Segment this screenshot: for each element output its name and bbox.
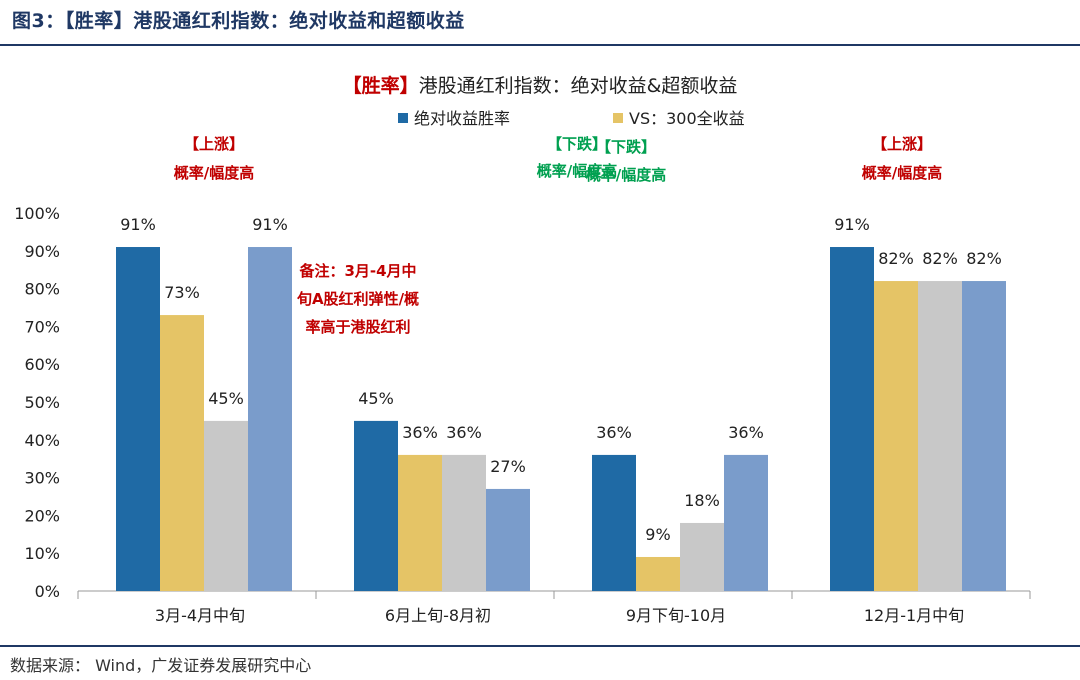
data-label-s0-c3: 91% [834, 215, 870, 234]
bar-s1-c2 [636, 556, 680, 591]
bar-s1-c1 [398, 454, 442, 591]
data-label-s3-c0: 91% [252, 215, 288, 234]
y-tick-label-7: 70% [24, 317, 60, 336]
bar-s2-c3 [918, 281, 962, 591]
legend-label-1: VS：300全收益 [629, 109, 745, 128]
y-tick-label-5: 50% [24, 393, 60, 412]
y-tick-label-4: 40% [24, 431, 60, 450]
data-label-s1-c3: 82% [878, 249, 914, 268]
x-category-label-2: 9月下旬-10月 [626, 606, 726, 625]
bottom-rule [0, 645, 1080, 647]
bar-s2-c0 [204, 420, 248, 591]
annotation-desc-2: 概率/幅度高 [586, 166, 666, 184]
y-tick-label-3: 30% [24, 469, 60, 488]
data-label-s3-c2: 36% [728, 423, 764, 442]
chart-title-group: 【胜率】港股通红利指数：绝对收益&超额收益 [343, 74, 738, 97]
data-label-s3-c3: 82% [966, 249, 1002, 268]
x-category-label-0: 3月-4月中旬 [155, 606, 245, 625]
chart-title: 【胜率】港股通红利指数：绝对收益&超额收益 [343, 74, 738, 97]
bar-s2-c1 [442, 454, 486, 591]
note-line-2: 率高于港股红利 [305, 318, 410, 336]
y-tick-label-2: 20% [24, 506, 60, 525]
data-label-s2-c2: 18% [684, 491, 720, 510]
bar-s1-c0 [160, 315, 204, 591]
legend: 绝对收益胜率 VS：300全收益 [398, 109, 745, 128]
bar-s0-c1 [354, 420, 398, 591]
bar-s3-c3 [962, 281, 1006, 591]
figure-caption: 图3：【胜率】港股通红利指数：绝对收益和超额收益 [12, 10, 465, 32]
annotations: 【上涨】概率/幅度高【下跌】概率/幅度高【下跌】概率/幅度高【上涨】概率/幅度高 [174, 135, 942, 184]
chart: 【胜率】港股通红利指数：绝对收益&超额收益 绝对收益胜率 VS：300全收益 【上… [14, 74, 1031, 625]
legend-swatch-1 [613, 113, 623, 123]
annotation-desc-3: 概率/幅度高 [862, 164, 942, 182]
bar-s3-c0 [248, 247, 292, 591]
annotation-tag-2: 【下跌】 [596, 138, 656, 156]
legend-label-0: 绝对收益胜率 [414, 109, 510, 128]
y-tick-label-1: 10% [24, 544, 60, 563]
data-label-s1-c0: 73% [164, 283, 200, 302]
data-label-s3-c1: 27% [490, 457, 526, 476]
annotation-tag-0: 【上涨】 [184, 135, 244, 153]
data-label-s2-c3: 82% [922, 249, 958, 268]
bars [116, 247, 1006, 591]
annotation-tag-3: 【上涨】 [872, 135, 932, 153]
data-label-s1-c1: 36% [402, 423, 438, 442]
data-label-s0-c2: 36% [596, 423, 632, 442]
y-tick-label-10: 100% [14, 204, 60, 223]
y-tick-label-6: 60% [24, 355, 60, 374]
chart-title-prefix: 【胜率】 [343, 74, 419, 97]
data-labels: 91% 73% 45% 91% 45% 36% 36% 27% 36% 9% 18% 36% 91% 82… [120, 215, 1002, 544]
data-label-s1-c2: 9% [645, 525, 670, 544]
bar-s2-c2 [680, 522, 724, 591]
legend-swatch-0 [398, 113, 408, 123]
annotation-tag-1: 【下跌】 [547, 135, 607, 153]
chart-title-main: 港股通红利指数：绝对收益&超额收益 [419, 75, 738, 97]
bar-s0-c3 [830, 247, 874, 591]
bar-s1-c3 [874, 281, 918, 591]
data-label-s0-c1: 45% [358, 389, 394, 408]
annotation-desc-1: 概率/幅度高 [537, 162, 617, 180]
bar-s0-c0 [116, 247, 160, 591]
x-category-label-1: 6月上旬-8月初 [385, 606, 491, 625]
y-tick-label-0: 0% [35, 582, 60, 601]
x-category-label-3: 12月-1月中旬 [864, 606, 964, 625]
bar-s3-c1 [486, 488, 530, 591]
top-rule [0, 44, 1080, 46]
note-line-0: 备注：3月-4月中 [298, 262, 416, 280]
data-label-s2-c0: 45% [208, 389, 244, 408]
note-line-1: 旬A股红利弹性/概 [296, 290, 419, 308]
bar-s0-c2 [592, 454, 636, 591]
bar-s3-c2 [724, 454, 768, 591]
source-note: 数据来源： Wind，广发证券发展研究中心 [10, 656, 312, 675]
y-tick-label-9: 90% [24, 242, 60, 261]
data-label-s0-c0: 91% [120, 215, 156, 234]
annotation-desc-0: 概率/幅度高 [174, 164, 254, 182]
data-label-s2-c1: 36% [446, 423, 482, 442]
y-tick-label-8: 80% [24, 280, 60, 299]
